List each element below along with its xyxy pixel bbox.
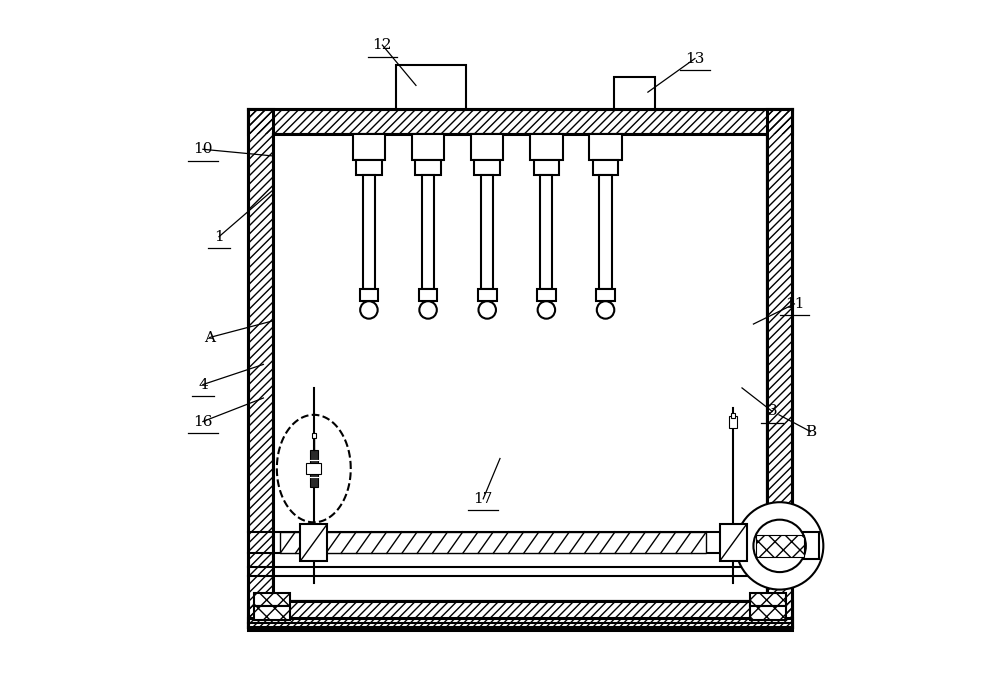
Text: 10: 10 — [193, 142, 213, 157]
Bar — [767, 109, 792, 626]
Text: 3: 3 — [767, 404, 777, 418]
Bar — [750, 593, 786, 606]
Circle shape — [736, 502, 823, 589]
Text: 13: 13 — [685, 51, 705, 65]
Bar — [478, 289, 497, 301]
Bar — [356, 160, 382, 175]
Text: 4: 4 — [198, 377, 208, 392]
Bar — [474, 160, 500, 175]
Bar — [415, 160, 441, 175]
Bar — [593, 160, 618, 175]
Bar — [756, 535, 804, 557]
Bar — [248, 109, 792, 134]
Bar — [254, 606, 290, 620]
Bar — [530, 134, 563, 160]
Bar — [254, 593, 290, 606]
Bar — [248, 109, 792, 134]
Bar — [353, 134, 385, 160]
Bar — [750, 606, 786, 620]
Bar — [540, 175, 552, 289]
Bar — [589, 134, 622, 160]
Bar — [481, 175, 493, 289]
Bar — [248, 601, 792, 626]
Bar — [471, 134, 503, 160]
Bar — [720, 524, 747, 561]
Bar — [599, 175, 612, 289]
Circle shape — [419, 301, 437, 319]
Bar — [300, 524, 327, 561]
Bar — [312, 433, 316, 438]
Bar — [306, 463, 321, 474]
Bar — [363, 175, 375, 289]
Text: 11: 11 — [785, 297, 804, 311]
Bar — [248, 618, 792, 630]
Bar — [537, 289, 556, 301]
Text: A: A — [204, 331, 215, 344]
Text: 16: 16 — [193, 414, 213, 429]
Circle shape — [478, 301, 496, 319]
Bar — [422, 175, 434, 289]
Bar — [248, 618, 792, 630]
Bar — [280, 532, 706, 553]
Bar — [799, 533, 819, 560]
Bar — [248, 109, 273, 626]
Text: 12: 12 — [373, 38, 392, 52]
Bar — [767, 109, 792, 626]
Bar — [248, 601, 792, 626]
Circle shape — [360, 301, 378, 319]
Bar — [248, 109, 273, 626]
Bar — [729, 416, 737, 428]
Bar — [396, 65, 466, 109]
Circle shape — [538, 301, 555, 319]
Bar — [360, 289, 378, 301]
Text: B: B — [805, 425, 816, 439]
Circle shape — [753, 520, 806, 572]
Bar — [534, 160, 559, 175]
Bar — [412, 134, 444, 160]
Bar — [419, 289, 437, 301]
Circle shape — [597, 301, 614, 319]
Text: 17: 17 — [474, 492, 493, 506]
Bar — [596, 289, 615, 301]
Bar — [310, 450, 318, 487]
Bar — [614, 77, 655, 109]
Bar — [731, 413, 735, 418]
Bar — [273, 134, 767, 601]
Text: 1: 1 — [214, 230, 224, 244]
